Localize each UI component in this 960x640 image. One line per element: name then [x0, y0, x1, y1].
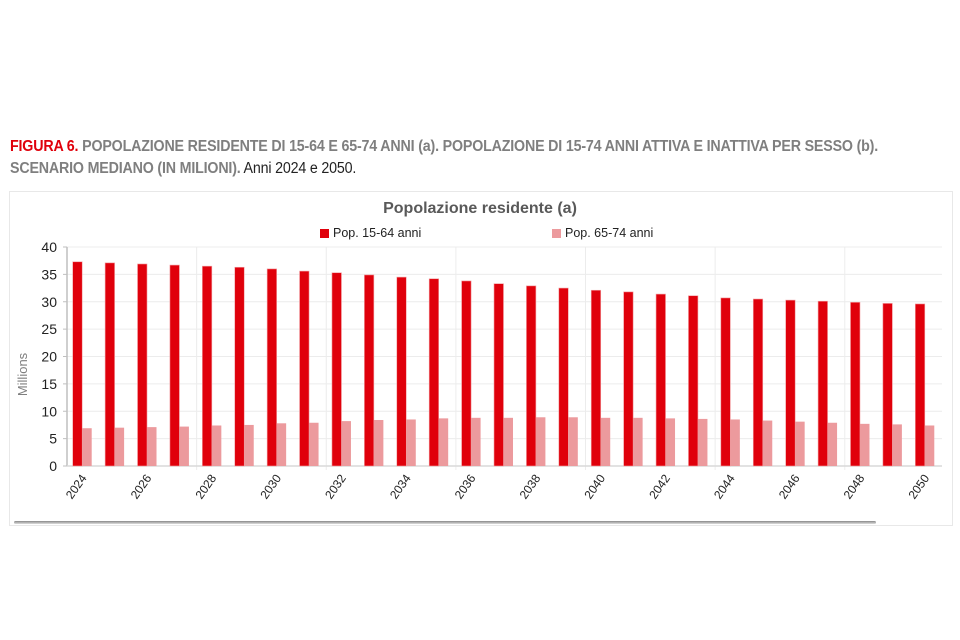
- bar-pop-65-74: [341, 421, 351, 466]
- figure-years: Anni 2024 e 2050.: [240, 160, 357, 177]
- bar-pop-65-74: [471, 417, 481, 466]
- y-tick-label: 40: [41, 239, 57, 255]
- bar-pop-65-74: [276, 423, 287, 466]
- x-tick-label: 2032: [322, 471, 349, 501]
- bar-pop-65-74: [859, 423, 870, 466]
- bar-pop-65-74: [665, 418, 676, 466]
- y-tick-label: 15: [41, 376, 57, 392]
- bar-pop-15-64: [817, 300, 828, 467]
- x-tick-label: 2024: [63, 471, 90, 501]
- bar-pop-15-64: [169, 264, 180, 467]
- bar-pop-65-74: [114, 427, 125, 466]
- bar-pop-65-74: [600, 417, 611, 466]
- bar-pop-15-64: [655, 293, 666, 467]
- bar-pop-65-74: [924, 425, 935, 466]
- figure-label: FIGURA 6.: [10, 138, 79, 155]
- bar-pop-65-74: [730, 419, 740, 466]
- chart-shadow: [14, 521, 876, 524]
- bar-pop-65-74: [211, 425, 222, 466]
- bar-pop-15-64: [914, 303, 926, 467]
- bar-pop-15-64: [428, 278, 439, 467]
- bar-pop-15-64: [688, 295, 699, 467]
- bar-pop-65-74: [82, 428, 92, 466]
- bar-pop-65-74: [147, 427, 157, 466]
- bar-pop-15-64: [590, 289, 602, 467]
- legend-swatch-pink-icon: [552, 228, 561, 238]
- x-tick-label: 2026: [128, 471, 155, 501]
- x-tick-label: 2042: [646, 471, 673, 501]
- x-tick-label: 2050: [905, 471, 932, 501]
- y-tick-label: 10: [41, 403, 57, 419]
- bar-pop-15-64: [299, 270, 310, 467]
- bar-pop-15-64: [72, 261, 83, 467]
- bar-pop-15-64: [396, 276, 407, 467]
- bar-pop-65-74: [373, 420, 384, 466]
- x-tick-label: 2028: [193, 471, 220, 501]
- x-tick-label: 2030: [257, 471, 284, 501]
- bar-pop-15-64: [720, 297, 731, 467]
- legend-item-series1: Pop. 15-64 anni: [320, 226, 421, 240]
- x-tick-label: 2036: [452, 471, 479, 501]
- chart-title: Popolazione residente (a): [383, 200, 577, 217]
- bar-pop-65-74: [179, 426, 189, 466]
- bar-pop-15-64: [493, 283, 504, 467]
- x-tick-label: 2044: [711, 471, 738, 501]
- bar-pop-65-74: [438, 418, 449, 466]
- x-tick-label: 2046: [776, 471, 803, 501]
- figure-caption: FIGURA 6. POPOLAZIONE RESIDENTE DI 15-64…: [10, 136, 948, 180]
- bar-pop-65-74: [762, 420, 773, 466]
- bar-pop-15-64: [331, 272, 342, 467]
- bar-pop-65-74: [892, 424, 902, 466]
- legend-item-series2: Pop. 65-74 anni: [552, 226, 653, 240]
- bar-pop-65-74: [568, 417, 578, 466]
- y-tick-label: 5: [49, 431, 57, 447]
- bar-pop-15-64: [461, 280, 472, 467]
- bar-pop-65-74: [503, 417, 513, 466]
- bar-pop-15-64: [234, 266, 245, 467]
- legend-swatch-red-icon: [320, 228, 329, 238]
- bar-pop-15-64: [785, 299, 796, 467]
- bar-pop-15-64: [364, 274, 375, 467]
- bar-pop-65-74: [406, 419, 416, 466]
- bar-pop-65-74: [244, 424, 254, 466]
- y-tick-label: 30: [41, 294, 57, 310]
- x-tick-label: 2038: [517, 471, 544, 501]
- bar-pop-65-74: [633, 417, 643, 466]
- bar-pop-15-64: [137, 263, 148, 467]
- bar-pop-15-64: [202, 265, 213, 467]
- bar-pop-65-74: [309, 422, 319, 466]
- y-tick-label: 20: [41, 349, 57, 365]
- y-tick-label: 35: [41, 266, 57, 282]
- y-tick-label: 25: [41, 321, 57, 337]
- y-axis-label: Millions: [15, 352, 30, 396]
- y-tick-label: 0: [49, 458, 57, 474]
- bar-pop-15-64: [850, 301, 861, 467]
- bar-pop-65-74: [795, 421, 805, 466]
- bar-pop-65-74: [697, 418, 708, 466]
- legend-label: Pop. 65-74 anni: [565, 226, 654, 240]
- bar-pop-65-74: [535, 417, 546, 466]
- bar-pop-15-64: [752, 298, 764, 467]
- bar-pop-15-64: [558, 287, 569, 467]
- bar-pop-15-64: [623, 291, 634, 467]
- x-tick-label: 2040: [581, 471, 608, 501]
- bar-pop-15-64: [526, 285, 537, 467]
- figure-title: POPOLAZIONE RESIDENTE DI 15-64 E 65-74 A…: [10, 138, 879, 177]
- bar-pop-15-64: [882, 303, 893, 467]
- x-tick-label: 2048: [841, 471, 868, 501]
- bar-pop-15-64: [266, 268, 277, 467]
- x-tick-label: 2034: [387, 471, 414, 501]
- bar-pop-65-74: [827, 422, 838, 466]
- bar-pop-15-64: [104, 262, 115, 467]
- legend-label: Pop. 15-64 anni: [333, 226, 422, 240]
